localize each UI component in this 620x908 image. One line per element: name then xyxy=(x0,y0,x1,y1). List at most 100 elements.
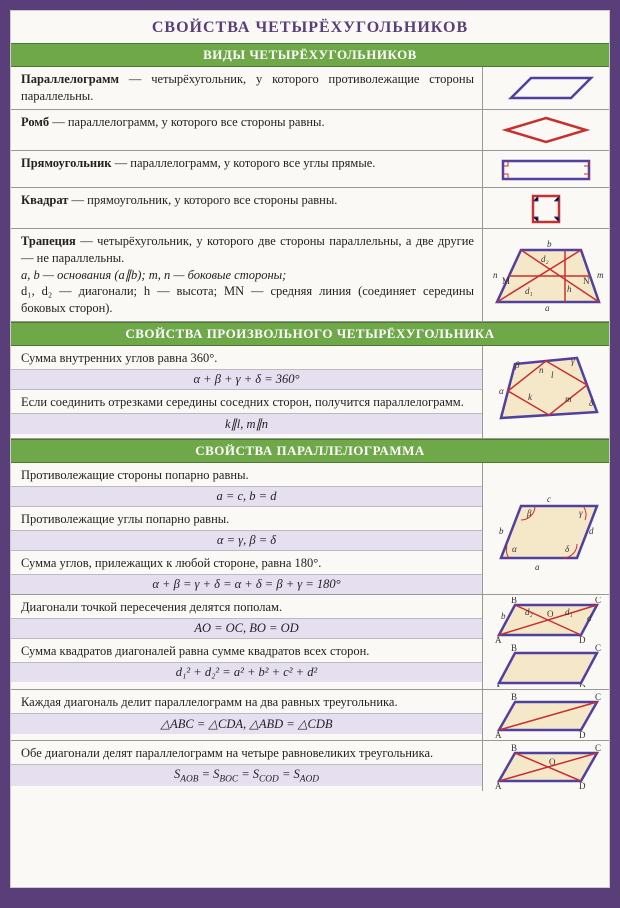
square-icon xyxy=(491,190,601,226)
para-text-6: Обе диагонали делят параллелограмм на че… xyxy=(11,741,483,791)
svg-text:b: b xyxy=(547,239,552,249)
para-p2: Сумма углов, прилежащих к любой стороне,… xyxy=(11,550,482,574)
def-rhombus: Ромб — параллелограмм, у которого все ст… xyxy=(11,110,483,150)
fig-arbitrary: α β γ δ n l k m xyxy=(483,346,609,438)
para-triangle-icon: A B C D xyxy=(485,692,607,738)
svg-text:β: β xyxy=(514,360,520,370)
svg-text:d: d xyxy=(587,613,592,623)
parallelogram-icon xyxy=(491,70,601,106)
svg-text:d₁: d₁ xyxy=(565,607,573,617)
fig-para-2: A B C D O b d d₂ d₁ A B C D xyxy=(483,595,609,689)
row-square: Квадрат — прямоугольник, у которого все … xyxy=(11,188,609,229)
svg-text:c: c xyxy=(547,494,551,504)
fig-rectangle xyxy=(483,151,609,187)
svg-text:A: A xyxy=(495,683,502,687)
svg-text:γ: γ xyxy=(571,356,575,366)
row-parallelogram: Параллелограмм — четырёхугольник, у кото… xyxy=(11,67,609,110)
term: Квадрат xyxy=(21,193,68,207)
def-text: — параллелограмм, у которого все стороны… xyxy=(49,115,324,129)
svg-text:C: C xyxy=(595,597,601,605)
term: Прямоугольник xyxy=(21,156,112,170)
para-p1: Противолежащие углы попарно равны. xyxy=(11,506,482,530)
term: Ромб xyxy=(21,115,49,129)
row-rectangle: Прямоугольник — параллелограмм, у которо… xyxy=(11,151,609,188)
rhombus-icon xyxy=(491,112,601,148)
svg-text:d₂: d₂ xyxy=(525,607,533,617)
row-rhombus: Ромб — параллелограмм, у которого все ст… xyxy=(11,110,609,151)
arb-formula1: α + β + γ + δ = 360° xyxy=(11,369,482,389)
group-arbitrary: Сумма внутренних углов равна 360°. α + β… xyxy=(11,346,609,439)
para-f1: α = γ, β = δ xyxy=(11,530,482,550)
section-header-types: ВИДЫ ЧЕТЫРЁХУГОЛЬНИКОВ xyxy=(11,43,609,67)
svg-text:h: h xyxy=(567,284,572,294)
svg-text:M: M xyxy=(502,276,510,286)
svg-text:m: m xyxy=(597,270,604,280)
para-p0: Противолежащие стороны попарно равны. xyxy=(11,463,482,486)
svg-text:D: D xyxy=(579,730,586,738)
para-f2: α + β = γ + δ = α + δ = β + γ = 180° xyxy=(11,574,482,594)
fig-parallelogram xyxy=(483,67,609,109)
svg-text:A: A xyxy=(495,781,502,789)
arb-formula2: k∥l, m∥n xyxy=(11,413,482,434)
para-f5: △ABC = △CDA, △ABD = △CDB xyxy=(11,713,482,734)
def-text: — четырёхугольник, у которого две сторон… xyxy=(21,234,474,265)
svg-text:B: B xyxy=(511,743,517,753)
svg-text:α: α xyxy=(499,386,504,396)
fig-square xyxy=(483,188,609,228)
term: Трапеция xyxy=(21,234,76,248)
svg-text:β: β xyxy=(526,508,532,518)
svg-text:b: b xyxy=(499,526,504,536)
para-four-icon: A B C D O xyxy=(485,743,607,789)
main-title: СВОЙСТВА ЧЕТЫРЁХУГОЛЬНИКОВ xyxy=(11,11,609,43)
svg-text:α: α xyxy=(512,544,517,554)
svg-text:a: a xyxy=(545,303,550,313)
para-diagonals-icon: A B C D O b d d₂ d₁ A B C D xyxy=(485,597,607,687)
svg-text:D: D xyxy=(579,781,586,789)
trap-extra1: a, b — основания (a∥b); m, n — боковые с… xyxy=(21,267,474,284)
para-text-34: Диагонали точкой пересечения делятся поп… xyxy=(11,595,483,689)
para-f4: d₁² + d₂² = a² + b² + c² + d² xyxy=(11,662,482,682)
para-f6: SAOB = SBOC = SCOD = SAOD xyxy=(11,764,482,787)
fig-para-3: A B C D xyxy=(483,690,609,740)
group-para-2: Диагонали точкой пересечения делятся поп… xyxy=(11,595,609,690)
svg-text:A: A xyxy=(495,635,502,645)
svg-text:m: m xyxy=(565,394,572,404)
svg-text:B: B xyxy=(511,597,517,605)
section-header-arbitrary: СВОЙСТВА ПРОИЗВОЛЬНОГО ЧЕТЫРЁХУГОЛЬНИКА xyxy=(11,322,609,346)
svg-text:D: D xyxy=(579,683,586,687)
svg-text:d: d xyxy=(589,526,594,536)
def-text: — параллелограмм, у которого все углы пр… xyxy=(112,156,376,170)
para-f0: a = c, b = d xyxy=(11,486,482,506)
group-para-3: Каждая диагональ делит параллелограмм на… xyxy=(11,690,609,741)
para-angles-icon: c a b d α β γ δ xyxy=(485,480,607,576)
svg-text:C: C xyxy=(595,743,601,753)
svg-text:D: D xyxy=(579,635,586,645)
term: Параллелограмм xyxy=(21,72,119,86)
para-p4: Сумма квадратов диагоналей равна сумме к… xyxy=(11,638,482,662)
svg-text:N: N xyxy=(583,276,590,286)
para-p5: Каждая диагональ делит параллелограмм на… xyxy=(11,690,482,713)
svg-text:A: A xyxy=(495,730,502,738)
svg-text:O: O xyxy=(549,757,556,767)
page: СВОЙСТВА ЧЕТЫРЁХУГОЛЬНИКОВ ВИДЫ ЧЕТЫРЁХУ… xyxy=(10,10,610,888)
svg-text:n: n xyxy=(539,365,544,375)
fig-para-4: A B C D O xyxy=(483,741,609,791)
svg-text:b: b xyxy=(501,611,506,621)
trap-extra2: d₁, d₂ — диагонали; h — высота; MN — сре… xyxy=(21,283,474,317)
fig-para-1: c a b d α β γ δ xyxy=(483,463,609,594)
group-para-4: Обе диагонали делят параллелограмм на че… xyxy=(11,741,609,791)
svg-text:B: B xyxy=(511,643,517,653)
svg-text:d₁: d₁ xyxy=(525,286,533,296)
section-header-para: СВОЙСТВА ПАРАЛЛЕЛОГРАММА xyxy=(11,439,609,463)
arbitrary-quad-icon: α β γ δ n l k m xyxy=(485,348,607,436)
svg-text:γ: γ xyxy=(579,508,583,518)
svg-text:a: a xyxy=(535,562,540,572)
def-parallelogram: Параллелограмм — четырёхугольник, у кото… xyxy=(11,67,483,109)
svg-text:n: n xyxy=(493,270,498,280)
rectangle-icon xyxy=(491,153,601,185)
def-square: Квадрат — прямоугольник, у которого все … xyxy=(11,188,483,228)
svg-text:O: O xyxy=(547,609,554,619)
svg-text:C: C xyxy=(595,643,601,653)
def-text: — прямоугольник, у которого все стороны … xyxy=(68,193,337,207)
fig-trapezoid: b a n m d₂ d₁ h M N xyxy=(483,229,609,321)
